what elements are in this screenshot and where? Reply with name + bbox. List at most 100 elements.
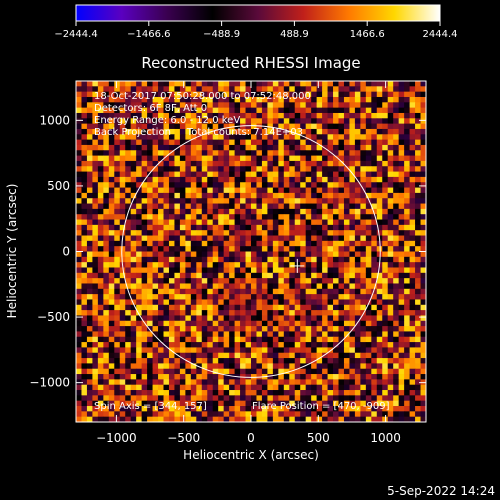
heatmap-cell	[119, 331, 126, 338]
heatmap-cell	[245, 118, 252, 125]
heatmap-cell	[97, 139, 104, 146]
heatmap-cell	[245, 288, 252, 295]
heatmap-cell	[360, 86, 367, 93]
heatmap-cell	[103, 160, 110, 167]
heatmap-cell	[190, 91, 197, 98]
heatmap-cell	[174, 187, 181, 194]
heatmap-cell	[125, 182, 132, 188]
heatmap-cell	[415, 294, 421, 300]
heatmap-cell	[245, 272, 252, 279]
heatmap-cell	[185, 331, 192, 338]
heatmap-cell	[420, 272, 426, 279]
heatmap-cell	[409, 81, 416, 87]
heatmap-cell	[420, 176, 426, 183]
heatmap-cell	[81, 214, 88, 220]
heatmap-cell	[234, 224, 241, 231]
heatmap-cell	[136, 299, 143, 306]
heatmap-cell	[147, 278, 153, 284]
heatmap-cell	[152, 144, 159, 151]
heatmap-cell	[251, 203, 257, 210]
heatmap-cell	[185, 166, 192, 172]
heatmap-cell	[322, 102, 328, 109]
heatmap-cell	[316, 400, 323, 407]
heatmap-cell	[190, 347, 197, 354]
heatmap-cell	[81, 155, 88, 162]
heatmap-cell	[147, 246, 153, 252]
heatmap-cell	[108, 320, 115, 327]
heatmap-cell	[86, 91, 93, 98]
heatmap-cell	[190, 384, 197, 391]
heatmap-cell	[360, 278, 367, 284]
heatmap-cell	[360, 384, 367, 391]
heatmap-cell	[147, 256, 153, 263]
heatmap-cell	[393, 150, 400, 156]
heatmap-cell	[141, 384, 148, 391]
heatmap-cell	[168, 118, 175, 125]
heatmap-cell	[371, 342, 378, 348]
heatmap-cell	[327, 326, 334, 332]
heatmap-cell	[245, 315, 252, 322]
heatmap-cell	[147, 267, 153, 274]
heatmap-cell	[415, 128, 421, 135]
heatmap-cell	[141, 352, 148, 359]
heatmap-cell	[114, 299, 121, 306]
heatmap-cell	[404, 86, 410, 93]
heatmap-cell	[158, 320, 164, 327]
heatmap-cell	[393, 411, 400, 418]
heatmap-cell	[354, 203, 361, 210]
heatmap-cell	[92, 304, 99, 311]
heatmap-cell	[283, 86, 290, 93]
heatmap-cell	[393, 262, 400, 268]
heatmap-cell	[223, 182, 230, 188]
heatmap-cell	[387, 230, 394, 236]
heatmap-cell	[174, 118, 181, 125]
heatmap-cell	[267, 342, 274, 348]
heatmap-cell	[420, 288, 426, 295]
heatmap-cell	[245, 107, 252, 114]
heatmap-cell	[420, 283, 426, 290]
heatmap-cell	[349, 139, 356, 146]
heatmap-cell	[141, 283, 148, 290]
heatmap-cell	[152, 192, 159, 199]
heatmap-cell	[136, 262, 143, 268]
heatmap-cell	[196, 198, 203, 204]
heatmap-cell	[168, 166, 175, 172]
heatmap-cell	[393, 406, 400, 412]
heatmap-cell	[300, 272, 307, 279]
heatmap-cell	[152, 86, 159, 93]
heatmap-cell	[229, 176, 235, 183]
heatmap-cell	[130, 91, 137, 98]
x-tick-label: −500	[167, 431, 200, 445]
heatmap-cell	[158, 176, 164, 183]
heatmap-cell	[256, 192, 263, 199]
heatmap-cell	[382, 358, 389, 364]
heatmap-cell	[108, 240, 115, 247]
heatmap-cell	[283, 374, 290, 380]
heatmap-cell	[86, 411, 93, 418]
heatmap-cell	[283, 352, 290, 359]
heatmap-cell	[376, 395, 383, 402]
heatmap-cell	[261, 182, 268, 188]
heatmap-cell	[185, 187, 192, 194]
heatmap-cell	[229, 214, 235, 220]
heatmap-cell	[152, 262, 159, 268]
heatmap-cell	[103, 278, 110, 284]
heatmap-cell	[327, 112, 334, 119]
heatmap-cell	[240, 283, 246, 290]
heatmap-cell	[327, 256, 334, 263]
heatmap-cell	[152, 235, 159, 242]
heatmap-cell	[81, 150, 88, 156]
heatmap-cell	[174, 288, 181, 295]
heatmap-cell	[147, 400, 153, 407]
heatmap-cell	[190, 96, 197, 103]
heatmap-cell	[240, 203, 246, 210]
heatmap-cell	[130, 256, 137, 263]
heatmap-cell	[103, 262, 110, 268]
heatmap-cell	[371, 326, 378, 332]
heatmap-cell	[387, 107, 394, 114]
heatmap-cell	[218, 118, 225, 125]
heatmap-cell	[256, 278, 263, 284]
heatmap-cell	[294, 166, 301, 172]
heatmap-cell	[404, 358, 410, 364]
heatmap-cell	[272, 379, 279, 386]
